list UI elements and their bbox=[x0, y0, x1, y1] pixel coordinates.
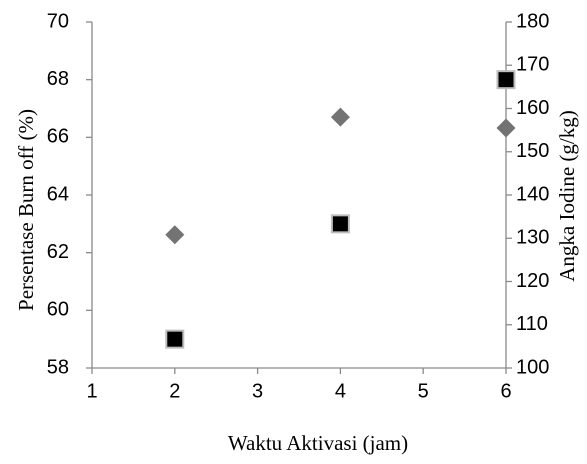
y-left-tick-label: 68 bbox=[47, 68, 69, 90]
axes bbox=[86, 21, 512, 374]
y-right-tick-label: 180 bbox=[516, 10, 549, 32]
y-right-tick-label: 120 bbox=[516, 270, 549, 292]
y-left-tick-label: 70 bbox=[47, 10, 69, 32]
y-left-tick-label: 58 bbox=[47, 356, 69, 378]
x-tick-label: 4 bbox=[335, 380, 346, 402]
iodine-point bbox=[165, 225, 185, 245]
y-right-tick-label: 150 bbox=[516, 140, 549, 162]
x-axis-title: Waktu Aktivasi (jam) bbox=[228, 431, 408, 455]
y-right-tick-label: 160 bbox=[516, 97, 549, 119]
x-tick-label: 1 bbox=[86, 380, 97, 402]
x-tick-label: 3 bbox=[252, 380, 263, 402]
tick-labels: 1 2 3 4 5 65860626466687010011012013014015016… bbox=[47, 10, 550, 402]
x-tick-label: 5 bbox=[418, 380, 429, 402]
y-right-tick-label: 140 bbox=[516, 183, 549, 205]
burn-off-point bbox=[165, 329, 185, 349]
y-right-tick-label: 100 bbox=[516, 356, 549, 378]
y-right-tick-label: 110 bbox=[516, 313, 548, 335]
y-right-tick-label: 170 bbox=[516, 54, 549, 76]
y-left-tick-label: 60 bbox=[47, 299, 69, 321]
iodine-point bbox=[330, 107, 350, 127]
burn-off-point bbox=[496, 70, 516, 90]
burn-off-point bbox=[330, 214, 350, 234]
y-right-tick-label: 130 bbox=[516, 227, 549, 249]
y-left-tick-label: 62 bbox=[47, 241, 69, 263]
y-left-tick-label: 66 bbox=[47, 126, 69, 148]
data-marks bbox=[165, 70, 516, 349]
iodine-point bbox=[496, 118, 516, 138]
y-axis-title-left: Persentase Burn off (%) bbox=[14, 109, 38, 311]
y-left-tick-label: 64 bbox=[47, 183, 69, 205]
x-tick-label: 2 bbox=[169, 380, 180, 402]
x-tick-label: 6 bbox=[500, 380, 511, 402]
y-axis-title-right: Angka Iodine (g/kg) bbox=[555, 110, 579, 281]
